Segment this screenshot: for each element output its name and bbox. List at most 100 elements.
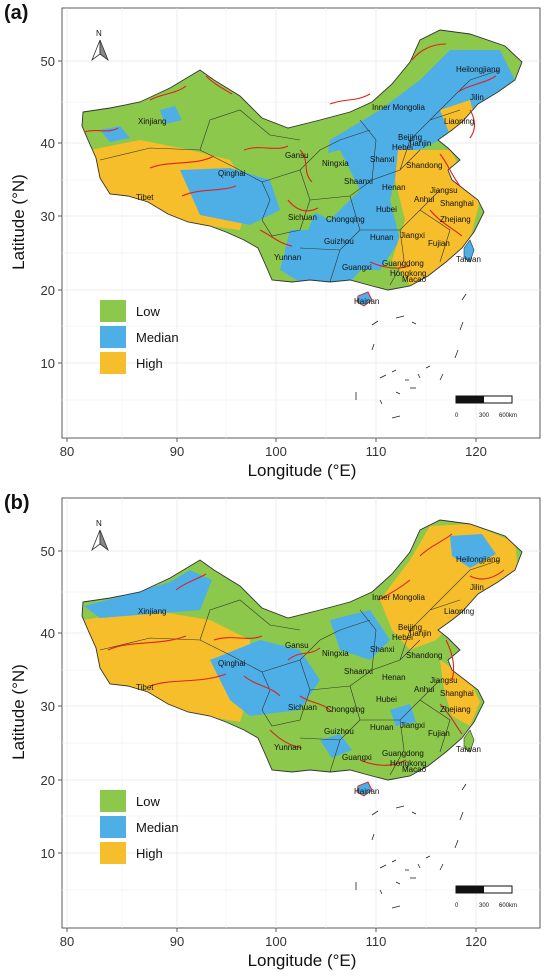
label-henan: Henan [382, 183, 406, 192]
y-tick-10: 10 [41, 356, 55, 371]
x-tick-90: 90 [170, 934, 184, 949]
red-contours [83, 43, 497, 269]
y-tick-20: 20 [41, 283, 55, 298]
south-sea-islands [355, 783, 467, 909]
y-axis-title: Latitude (°N) [9, 174, 28, 270]
label-shandong: Shandong [406, 651, 442, 660]
low-zone-xinjiang [84, 74, 215, 140]
label-yunnan: Yunnan [274, 253, 301, 262]
label-hubei: Hubei [376, 205, 397, 214]
north-arrow-icon: N [91, 29, 109, 62]
label-chongqing: Chongqing [326, 215, 365, 224]
y-tick-50: 50 [41, 54, 55, 69]
y-axis-ticks [58, 60, 62, 364]
x-axis-title: Longitude (°E) [248, 951, 357, 970]
label-fujian: Fujian [428, 729, 450, 738]
label-hebei: Hebei [392, 143, 413, 152]
median-zone-xinjiang [84, 570, 212, 618]
legend-swatch-low [100, 790, 126, 812]
label-jilin: Jilin [470, 93, 484, 102]
x-tick-80: 80 [60, 934, 74, 949]
label-fujian: Fujian [428, 239, 450, 248]
label-guangxi: Guangxi [342, 753, 372, 762]
label-sichuan: Sichuan [288, 703, 317, 712]
scale-label-300: 300 [479, 413, 490, 419]
y-tick-50: 50 [41, 544, 55, 559]
map-panel-b: Heilongjiang Jilin Liaoning Inner Mongol… [0, 490, 550, 980]
legend-label-median: Median [136, 330, 179, 345]
label-hongkong: Hongkong [390, 269, 426, 278]
north-letter: N [96, 29, 102, 38]
label-taiwan: Taiwan [456, 745, 481, 754]
label-hebei: Hebei [392, 633, 413, 642]
scale-label-600: 600km [499, 413, 517, 419]
label-qinghai: Qinghai [218, 169, 246, 178]
y-tick-40: 40 [41, 136, 55, 151]
taiwan-island [463, 239, 475, 263]
label-xinjiang: Xinjiang [138, 607, 166, 616]
x-tick-120: 120 [465, 444, 487, 459]
panel-label-a: (a) [4, 2, 29, 24]
label-hubei: Hubei [376, 695, 397, 704]
label-gansu: Gansu [285, 151, 309, 160]
province-labels-b: Heilongjiang Jilin Liaoning Inner Mongol… [136, 555, 500, 796]
label-zhejiang: Zhejiang [440, 705, 471, 714]
label-henan: Henan [382, 673, 406, 682]
label-hongkong: Hongkong [390, 759, 426, 768]
label-beijing: Beijing [398, 133, 422, 142]
label-jiangsu: Jiangsu [430, 676, 458, 685]
panel-label-b: (b) [4, 492, 30, 514]
label-liaoning: Liaoning [444, 117, 474, 126]
label-inner-mongolia: Inner Mongolia [372, 103, 425, 112]
label-hunan: Hunan [370, 723, 394, 732]
label-chongqing: Chongqing [326, 705, 365, 714]
label-guangdong: Guangdong [382, 259, 424, 268]
label-tianjin: Tianjin [408, 629, 431, 638]
x-tick-100: 100 [265, 444, 287, 459]
north-letter: N [96, 519, 102, 528]
legend: Low Median High [100, 790, 179, 864]
map-panel-a: Heilongjiang Jilin Liaoning Inner Mongol… [4, 2, 541, 480]
north-arrow-icon: N [91, 519, 109, 552]
label-guangdong: Guangdong [382, 749, 424, 758]
label-gansu: Gansu [285, 641, 309, 650]
label-anhui: Anhui [414, 195, 435, 204]
x-axis-ticks [66, 438, 477, 442]
scale-bar: 0 300 600km [455, 395, 517, 419]
x-axis-title: Longitude (°E) [248, 461, 357, 480]
median-spots-south [320, 704, 416, 758]
x-tick-80: 80 [60, 444, 74, 459]
x-tick-110: 110 [366, 934, 387, 949]
x-tick-90: 90 [170, 444, 184, 459]
label-hunan: Hunan [370, 233, 394, 242]
scale-label-300: 300 [479, 903, 490, 909]
x-tick-110: 110 [366, 444, 387, 459]
legend-swatch-low [100, 300, 126, 322]
label-jiangxi: Jiangxi [400, 721, 425, 730]
map-b-svg: Heilongjiang Jilin Liaoning Inner Mongol… [9, 497, 541, 970]
legend-label-high: High [136, 356, 163, 371]
province-labels-a: Heilongjiang Jilin Liaoning Inner Mongol… [136, 65, 500, 306]
label-zhejiang: Zhejiang [440, 215, 471, 224]
legend-swatch-median [100, 816, 126, 838]
province-borders [81, 29, 523, 291]
label-shandong: Shandong [406, 161, 442, 170]
label-tibet: Tibet [136, 683, 154, 692]
y-tick-40: 40 [41, 626, 55, 641]
label-tibet: Tibet [136, 193, 154, 202]
scale-label-0: 0 [455, 413, 459, 419]
label-jilin: Jilin [470, 583, 484, 592]
label-anhui: Anhui [414, 685, 435, 694]
suitability-fill-b [82, 524, 518, 758]
province-borders [81, 519, 523, 781]
median-zone-north [330, 610, 390, 660]
scale-label-600: 600km [499, 903, 517, 909]
label-beijing: Beijing [398, 623, 422, 632]
label-heilongjiang: Heilongjiang [456, 555, 500, 564]
label-sichuan: Sichuan [288, 213, 317, 222]
y-tick-20: 20 [41, 773, 55, 788]
label-qinghai: Qinghai [218, 659, 246, 668]
high-zone-southeast-coast [440, 660, 480, 726]
label-macao: Macao [402, 765, 427, 774]
taiwan-island [463, 729, 475, 753]
